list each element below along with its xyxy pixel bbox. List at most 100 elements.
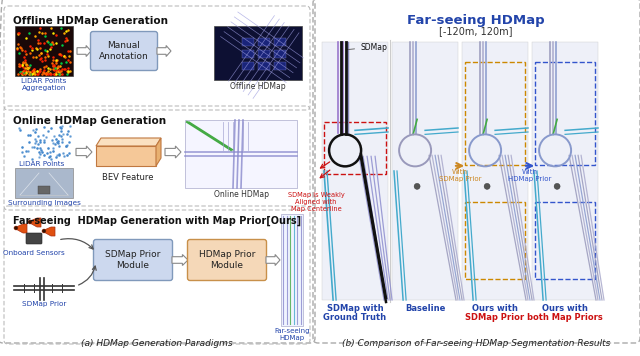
Point bbox=[32, 68, 42, 74]
Point bbox=[51, 69, 61, 75]
Text: both Map Priors: both Map Priors bbox=[527, 313, 603, 322]
Point bbox=[36, 147, 46, 152]
Point bbox=[48, 54, 58, 60]
Point bbox=[45, 70, 55, 75]
Point bbox=[39, 152, 49, 158]
Point bbox=[63, 53, 74, 59]
Point bbox=[34, 150, 44, 155]
Point bbox=[49, 71, 60, 77]
Polygon shape bbox=[76, 146, 92, 158]
Text: SDMap with: SDMap with bbox=[326, 304, 383, 313]
Point bbox=[39, 137, 49, 143]
FancyBboxPatch shape bbox=[38, 186, 50, 194]
Point bbox=[54, 71, 64, 77]
Circle shape bbox=[414, 183, 420, 189]
Point bbox=[65, 133, 75, 139]
Point bbox=[46, 44, 56, 50]
Point bbox=[59, 30, 69, 36]
Point bbox=[51, 32, 61, 38]
Point bbox=[19, 54, 29, 59]
Point bbox=[47, 42, 58, 47]
Polygon shape bbox=[266, 255, 280, 266]
Point bbox=[48, 62, 58, 68]
Point bbox=[30, 33, 40, 38]
Point bbox=[24, 70, 35, 76]
Point bbox=[16, 45, 26, 51]
Point bbox=[12, 46, 22, 52]
Point bbox=[24, 71, 35, 77]
Point bbox=[56, 139, 67, 145]
Point bbox=[28, 127, 38, 132]
Point bbox=[63, 27, 73, 33]
Point bbox=[59, 67, 69, 72]
Circle shape bbox=[14, 226, 18, 230]
Point bbox=[43, 129, 53, 134]
FancyBboxPatch shape bbox=[322, 42, 388, 300]
Point bbox=[63, 48, 73, 54]
Point bbox=[21, 148, 31, 154]
Point bbox=[52, 57, 62, 63]
Text: (a) HDMap Generation Paradigms: (a) HDMap Generation Paradigms bbox=[81, 339, 233, 348]
Point bbox=[25, 71, 35, 77]
Point bbox=[53, 63, 63, 69]
Point bbox=[61, 28, 72, 34]
Text: SDMap Prior: SDMap Prior bbox=[22, 301, 66, 307]
Point bbox=[45, 156, 56, 162]
Point bbox=[61, 59, 72, 65]
Point bbox=[61, 143, 71, 149]
Point bbox=[35, 151, 45, 157]
Point bbox=[51, 41, 61, 46]
Point bbox=[51, 71, 61, 77]
Point bbox=[48, 140, 58, 146]
Point bbox=[53, 138, 63, 144]
Point bbox=[21, 69, 31, 75]
Point bbox=[27, 68, 37, 74]
Point bbox=[43, 39, 53, 45]
Point bbox=[51, 136, 61, 142]
Point bbox=[62, 68, 72, 74]
Point bbox=[51, 64, 61, 70]
Point bbox=[25, 51, 35, 56]
Point bbox=[54, 69, 64, 75]
Point bbox=[47, 40, 57, 45]
Point bbox=[30, 141, 40, 146]
Point bbox=[48, 63, 58, 69]
Point bbox=[30, 129, 40, 135]
Point bbox=[12, 45, 22, 51]
Point bbox=[53, 68, 63, 74]
Point bbox=[60, 54, 70, 59]
Point bbox=[52, 65, 63, 71]
Point bbox=[63, 65, 74, 71]
Point bbox=[17, 145, 28, 150]
Point bbox=[19, 70, 29, 76]
FancyBboxPatch shape bbox=[242, 38, 254, 46]
Point bbox=[57, 124, 67, 129]
Point bbox=[31, 138, 42, 143]
Point bbox=[33, 41, 43, 46]
Point bbox=[57, 136, 67, 142]
Point bbox=[56, 26, 66, 31]
Point bbox=[33, 133, 43, 139]
Point bbox=[29, 66, 39, 72]
FancyBboxPatch shape bbox=[214, 26, 302, 80]
FancyBboxPatch shape bbox=[26, 233, 42, 244]
Point bbox=[41, 70, 51, 76]
Point bbox=[56, 42, 67, 48]
Point bbox=[40, 48, 51, 53]
Point bbox=[36, 50, 46, 56]
Point bbox=[33, 155, 44, 160]
Text: LiDAR Points
Aggregation: LiDAR Points Aggregation bbox=[21, 78, 67, 91]
Point bbox=[17, 62, 28, 67]
Point bbox=[35, 45, 45, 51]
Point bbox=[38, 70, 49, 76]
Point bbox=[55, 71, 65, 77]
Point bbox=[45, 150, 56, 155]
Circle shape bbox=[28, 220, 32, 224]
Point bbox=[20, 57, 31, 63]
FancyBboxPatch shape bbox=[242, 50, 254, 58]
Point bbox=[15, 69, 26, 75]
FancyBboxPatch shape bbox=[532, 42, 598, 300]
Point bbox=[56, 68, 67, 74]
Point bbox=[29, 71, 40, 77]
Point bbox=[24, 43, 35, 49]
